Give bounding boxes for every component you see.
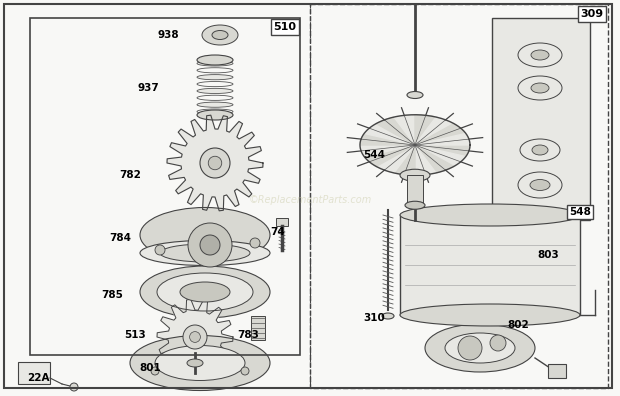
Ellipse shape bbox=[180, 282, 230, 302]
Ellipse shape bbox=[407, 91, 423, 99]
Circle shape bbox=[241, 367, 249, 375]
Polygon shape bbox=[415, 124, 466, 145]
Text: 309: 309 bbox=[580, 9, 603, 19]
Ellipse shape bbox=[140, 208, 270, 263]
Ellipse shape bbox=[400, 204, 580, 226]
Circle shape bbox=[183, 325, 207, 349]
Ellipse shape bbox=[531, 50, 549, 60]
Ellipse shape bbox=[400, 169, 430, 181]
Text: 513: 513 bbox=[124, 330, 146, 340]
Bar bbox=[18, 362, 50, 384]
Ellipse shape bbox=[531, 83, 549, 93]
Text: 803: 803 bbox=[537, 250, 559, 260]
Ellipse shape bbox=[532, 145, 548, 155]
Polygon shape bbox=[360, 145, 415, 156]
Polygon shape bbox=[415, 145, 466, 166]
Text: 785: 785 bbox=[101, 290, 123, 300]
Ellipse shape bbox=[202, 25, 238, 45]
Polygon shape bbox=[415, 145, 454, 173]
Ellipse shape bbox=[197, 74, 233, 80]
Circle shape bbox=[70, 383, 78, 391]
Bar bbox=[276, 218, 288, 226]
Circle shape bbox=[188, 223, 232, 267]
Ellipse shape bbox=[157, 273, 253, 311]
Ellipse shape bbox=[405, 201, 425, 209]
Ellipse shape bbox=[197, 110, 233, 120]
Ellipse shape bbox=[140, 266, 270, 318]
Circle shape bbox=[458, 336, 482, 360]
Ellipse shape bbox=[130, 335, 270, 390]
Circle shape bbox=[151, 367, 159, 375]
Ellipse shape bbox=[518, 76, 562, 100]
Ellipse shape bbox=[518, 172, 562, 198]
Polygon shape bbox=[415, 145, 470, 156]
Polygon shape bbox=[415, 115, 436, 145]
Polygon shape bbox=[364, 145, 415, 166]
Circle shape bbox=[250, 238, 260, 248]
Ellipse shape bbox=[382, 313, 394, 319]
Polygon shape bbox=[364, 124, 415, 145]
Polygon shape bbox=[394, 115, 415, 145]
Ellipse shape bbox=[400, 304, 580, 326]
Text: 544: 544 bbox=[363, 150, 385, 160]
Ellipse shape bbox=[197, 55, 233, 65]
Text: 802: 802 bbox=[507, 320, 529, 330]
Ellipse shape bbox=[160, 244, 250, 262]
Polygon shape bbox=[415, 145, 436, 175]
Text: 783: 783 bbox=[237, 330, 259, 340]
Bar bbox=[492, 18, 590, 220]
Polygon shape bbox=[415, 133, 470, 145]
Polygon shape bbox=[157, 299, 233, 375]
Polygon shape bbox=[415, 117, 454, 145]
Ellipse shape bbox=[212, 30, 228, 40]
Circle shape bbox=[200, 235, 220, 255]
Ellipse shape bbox=[445, 333, 515, 363]
Circle shape bbox=[200, 148, 230, 178]
Polygon shape bbox=[167, 115, 263, 211]
Circle shape bbox=[155, 245, 165, 255]
Bar bbox=[407, 175, 423, 205]
Polygon shape bbox=[376, 145, 415, 173]
Text: 801: 801 bbox=[139, 363, 161, 373]
Bar bbox=[310, 4, 608, 388]
Text: 310: 310 bbox=[363, 313, 385, 323]
Text: 22A: 22A bbox=[27, 373, 49, 383]
Ellipse shape bbox=[197, 102, 233, 107]
Ellipse shape bbox=[530, 179, 550, 190]
Bar bbox=[30, 18, 300, 355]
Ellipse shape bbox=[518, 43, 562, 67]
Bar bbox=[400, 215, 580, 315]
Text: 510: 510 bbox=[273, 22, 296, 32]
Polygon shape bbox=[376, 117, 415, 145]
Circle shape bbox=[190, 331, 200, 343]
Ellipse shape bbox=[197, 61, 233, 66]
Ellipse shape bbox=[425, 324, 535, 372]
Polygon shape bbox=[360, 133, 415, 145]
Text: 937: 937 bbox=[137, 83, 159, 93]
Circle shape bbox=[490, 335, 506, 351]
Ellipse shape bbox=[197, 88, 233, 93]
Ellipse shape bbox=[155, 345, 245, 381]
Bar bbox=[251, 316, 265, 340]
Circle shape bbox=[208, 156, 222, 170]
Text: 548: 548 bbox=[569, 207, 591, 217]
Ellipse shape bbox=[187, 359, 203, 367]
Ellipse shape bbox=[520, 139, 560, 161]
Text: 938: 938 bbox=[157, 30, 179, 40]
Polygon shape bbox=[394, 145, 415, 175]
Text: 74: 74 bbox=[270, 227, 285, 237]
Ellipse shape bbox=[140, 240, 270, 265]
Text: ©ReplacementParts.com: ©ReplacementParts.com bbox=[249, 195, 371, 205]
Bar bbox=[548, 364, 566, 378]
Text: 784: 784 bbox=[109, 233, 131, 243]
Text: 782: 782 bbox=[119, 170, 141, 180]
